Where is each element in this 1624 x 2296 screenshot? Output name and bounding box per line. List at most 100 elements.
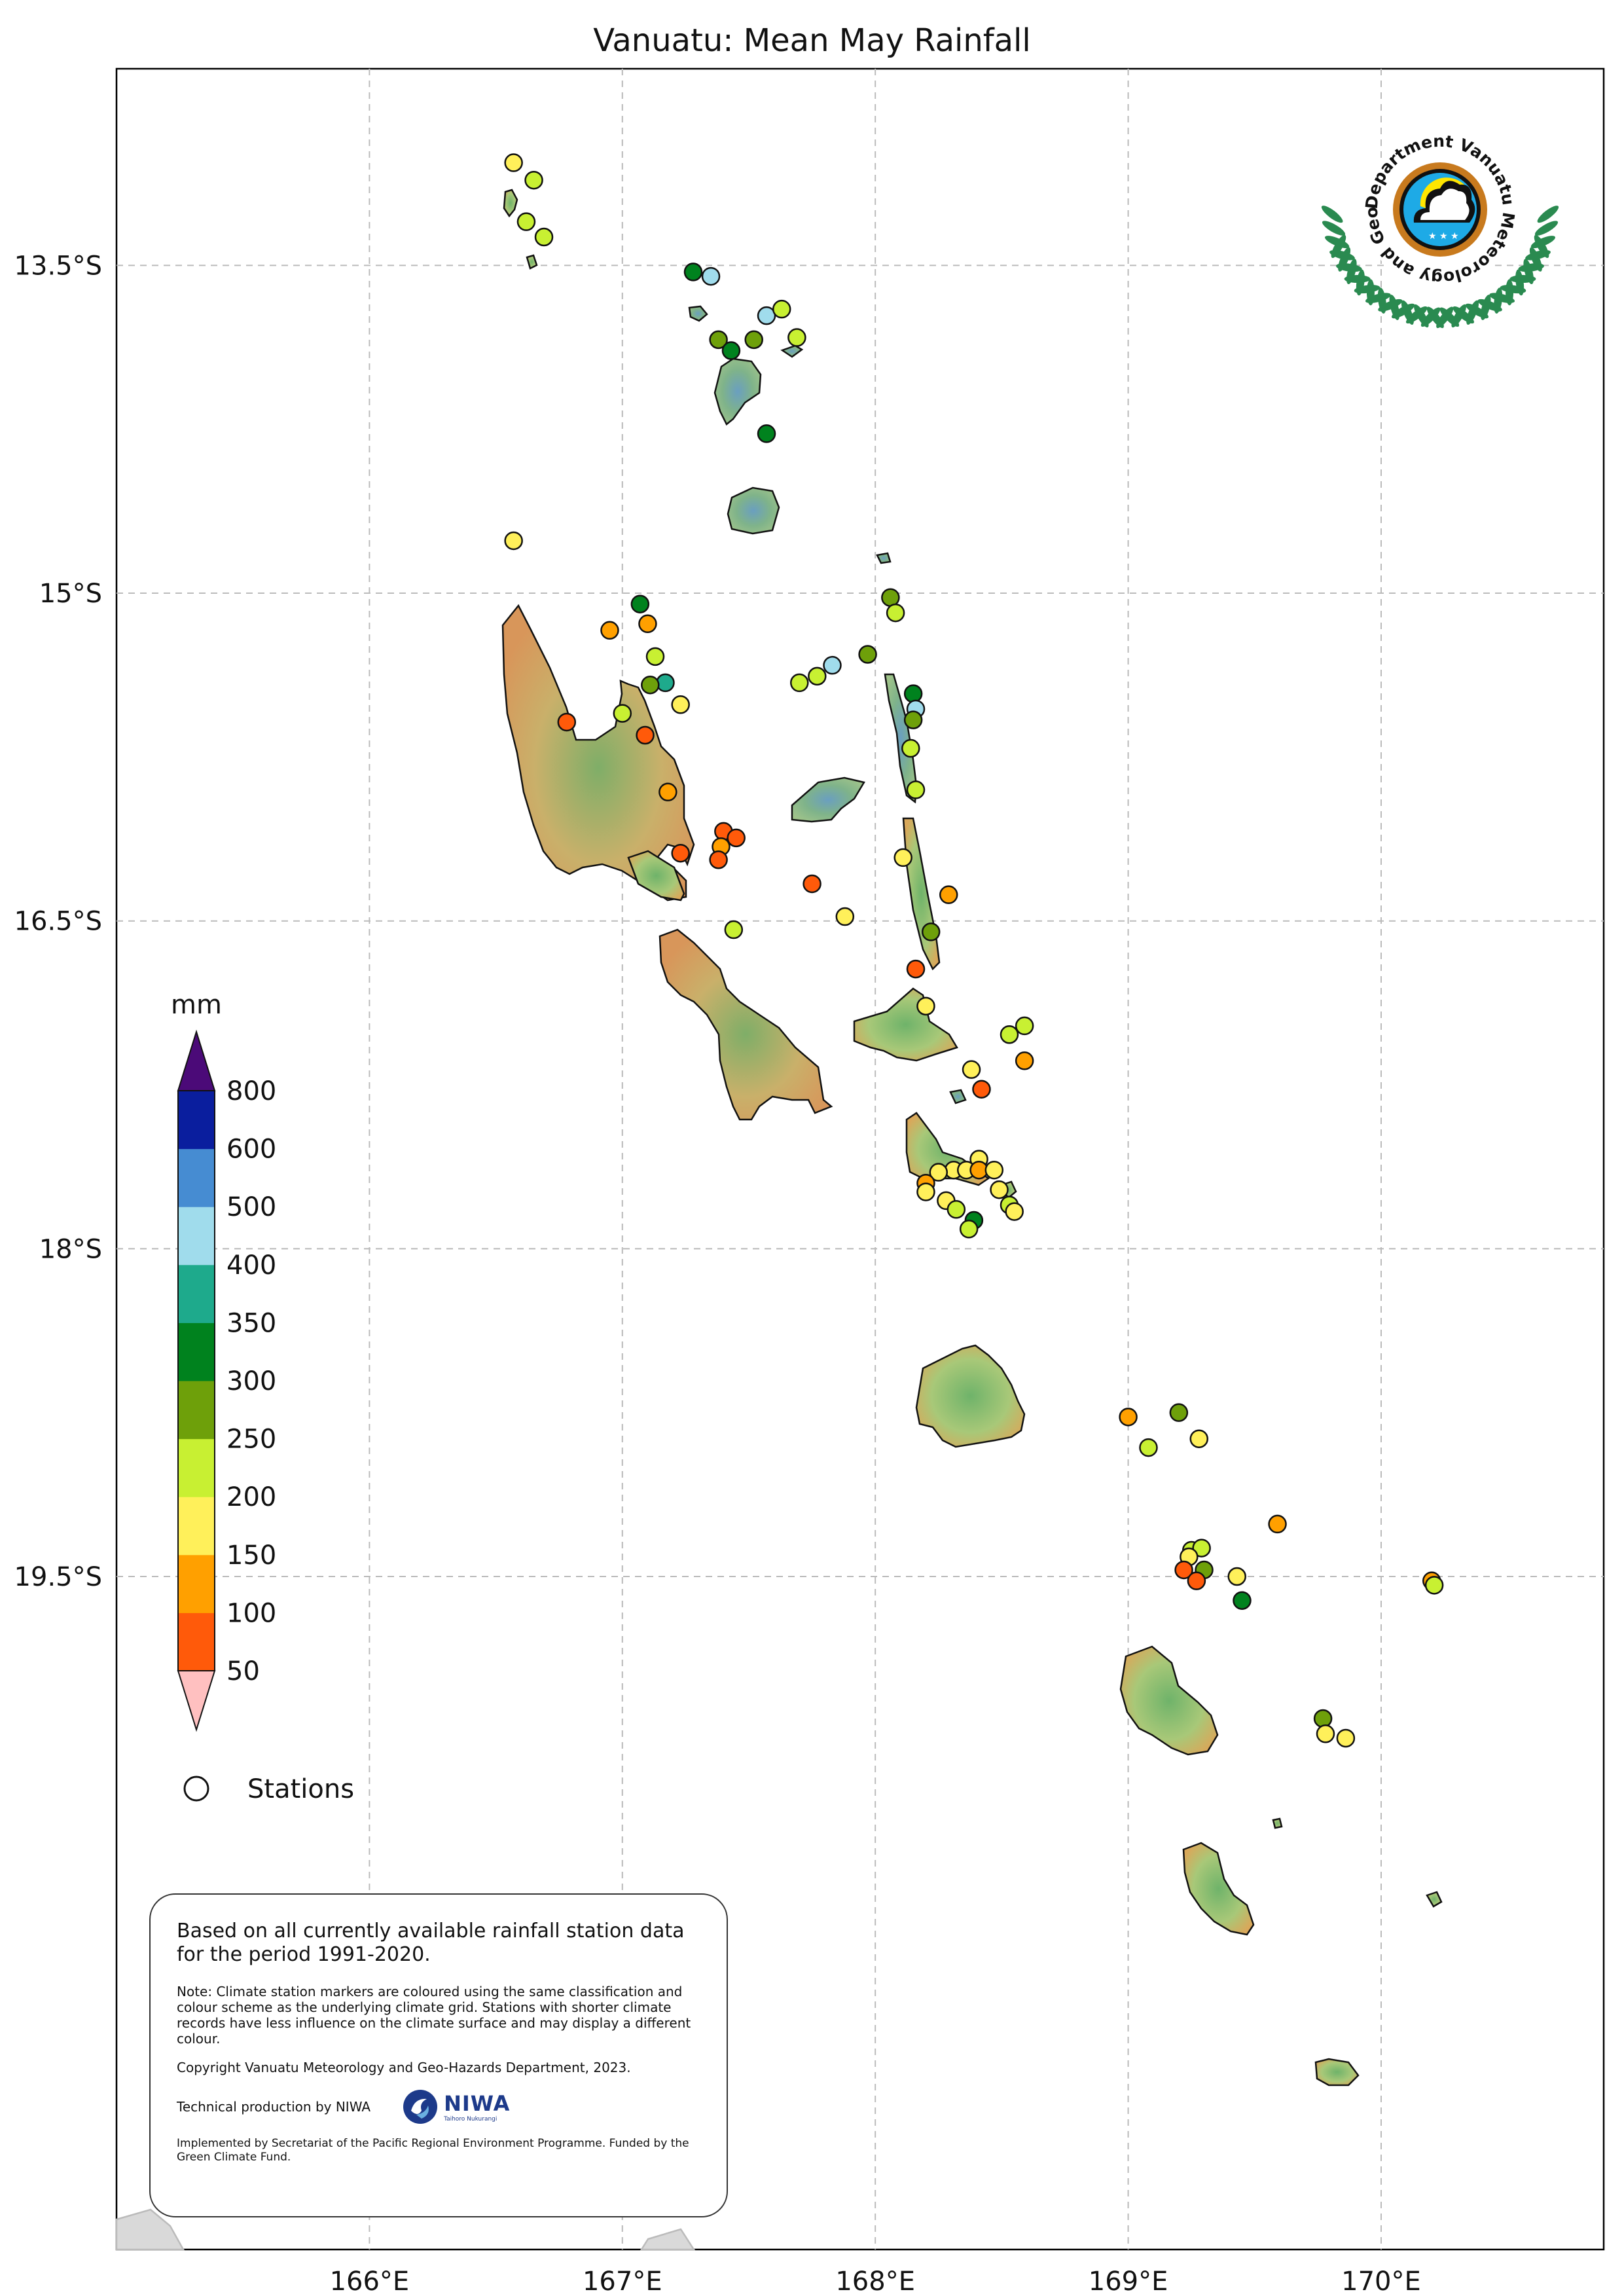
- station-marker[interactable]: [724, 920, 744, 939]
- station-marker[interactable]: [636, 725, 655, 745]
- station-marker[interactable]: [772, 299, 791, 319]
- station-marker[interactable]: [881, 588, 900, 607]
- station-marker[interactable]: [1119, 1408, 1138, 1427]
- aneityum: [1314, 2058, 1360, 2086]
- station-marker[interactable]: [504, 531, 523, 551]
- station-marker[interactable]: [1000, 1025, 1019, 1044]
- station-marker[interactable]: [671, 843, 690, 863]
- station-marker[interactable]: [1424, 1576, 1444, 1595]
- station-marker[interactable]: [630, 594, 650, 613]
- cloud-highlight: [1420, 189, 1470, 220]
- station-marker[interactable]: [1174, 1560, 1193, 1580]
- station-marker[interactable]: [683, 263, 703, 282]
- wreath-leaf: [1378, 299, 1403, 312]
- station-marker[interactable]: [1139, 1438, 1158, 1457]
- station-marker[interactable]: [1192, 1539, 1211, 1558]
- station-marker[interactable]: [645, 647, 665, 666]
- station-marker[interactable]: [929, 1163, 948, 1182]
- station-marker[interactable]: [524, 170, 543, 190]
- station-marker[interactable]: [972, 1080, 991, 1099]
- wreath-leaf: [1329, 249, 1355, 261]
- niwa-swirl-icon: [403, 2090, 438, 2124]
- station-marker[interactable]: [901, 738, 920, 758]
- station-marker[interactable]: [790, 673, 809, 693]
- station-marker[interactable]: [803, 874, 821, 894]
- lon-tick-label-4: 170°E: [1341, 2267, 1421, 2296]
- banks-gaua: [727, 486, 780, 535]
- notes-implemented: Implemented by Secretariat of the Pacifi…: [177, 2137, 689, 2164]
- station-marker[interactable]: [721, 341, 741, 360]
- station-marker[interactable]: [906, 959, 926, 979]
- paama: [949, 1089, 967, 1104]
- station-marker[interactable]: [787, 328, 806, 347]
- station-marker[interactable]: [886, 603, 905, 623]
- station-marker[interactable]: [1015, 1051, 1034, 1070]
- station-marker[interactable]: [1268, 1514, 1287, 1534]
- station-marker[interactable]: [906, 780, 926, 799]
- station-marker[interactable]: [1227, 1567, 1246, 1586]
- station-marker[interactable]: [534, 227, 554, 247]
- station-marker[interactable]: [1005, 1202, 1024, 1221]
- wreath-leaf: [1420, 307, 1441, 327]
- station-marker[interactable]: [757, 306, 776, 325]
- station-marker[interactable]: [903, 684, 923, 703]
- lon-tick-label-1: 167°E: [583, 2267, 662, 2296]
- station-marker[interactable]: [709, 330, 728, 350]
- station-marker[interactable]: [727, 828, 746, 848]
- stations-legend: Stations: [183, 1774, 354, 1804]
- colorbar-label-300: 300: [226, 1366, 276, 1396]
- station-marker[interactable]: [1189, 1429, 1209, 1448]
- colorbar-bin-350: [178, 1264, 215, 1323]
- station-marker[interactable]: [671, 695, 690, 714]
- station-marker[interactable]: [1187, 1571, 1206, 1590]
- station-marker[interactable]: [990, 1180, 1009, 1199]
- station-marker[interactable]: [1169, 1403, 1189, 1422]
- station-marker[interactable]: [939, 885, 958, 904]
- colorbar-bin-600: [178, 1091, 215, 1150]
- station-marker[interactable]: [962, 1060, 981, 1079]
- station-marker[interactable]: [1313, 1709, 1333, 1728]
- wreath-leaf: [1335, 263, 1362, 272]
- station-marker[interactable]: [1336, 1728, 1356, 1748]
- station-marker[interactable]: [613, 704, 632, 723]
- colorbar-bin-300: [178, 1322, 215, 1381]
- station-marker[interactable]: [638, 614, 657, 634]
- tanna: [1182, 1842, 1255, 1936]
- station-marker[interactable]: [516, 212, 536, 231]
- colorbar: mm 50 100 150 200 250 300 350 400 500 600 800: [171, 990, 276, 1732]
- station-marker[interactable]: [709, 850, 728, 869]
- station-marker[interactable]: [600, 621, 619, 640]
- torres-islands: [503, 189, 518, 218]
- wreath-leaf: [1322, 221, 1346, 236]
- station-marker[interactable]: [921, 922, 941, 941]
- station-marker[interactable]: [916, 996, 935, 1016]
- station-marker[interactable]: [808, 666, 827, 686]
- station-marker[interactable]: [1233, 1591, 1252, 1610]
- lat-tick-label-2: 16.5°S: [14, 907, 102, 937]
- station-marker[interactable]: [916, 1182, 935, 1201]
- station-marker[interactable]: [701, 266, 721, 286]
- station-marker[interactable]: [659, 782, 677, 802]
- banks-merelava: [876, 552, 892, 564]
- colorbar-bins: [177, 1090, 215, 1671]
- station-marker[interactable]: [823, 655, 842, 675]
- station-marker[interactable]: [835, 907, 855, 926]
- station-marker[interactable]: [1015, 1016, 1034, 1036]
- station-marker[interactable]: [504, 153, 523, 172]
- station-marker[interactable]: [858, 645, 877, 664]
- station-marker[interactable]: [947, 1200, 966, 1219]
- station-marker[interactable]: [984, 1160, 1004, 1180]
- station-marker[interactable]: [641, 675, 660, 695]
- station-marker[interactable]: [757, 424, 776, 443]
- station-marker[interactable]: [744, 330, 763, 350]
- colorbar-bin-100: [178, 1554, 215, 1613]
- ambae: [791, 776, 865, 823]
- station-marker[interactable]: [656, 673, 675, 693]
- station-marker[interactable]: [959, 1220, 979, 1239]
- station-marker[interactable]: [903, 710, 923, 729]
- stations-legend-marker: [183, 1776, 209, 1802]
- station-marker[interactable]: [893, 848, 912, 867]
- station-marker[interactable]: [1316, 1724, 1335, 1743]
- station-marker[interactable]: [557, 712, 577, 732]
